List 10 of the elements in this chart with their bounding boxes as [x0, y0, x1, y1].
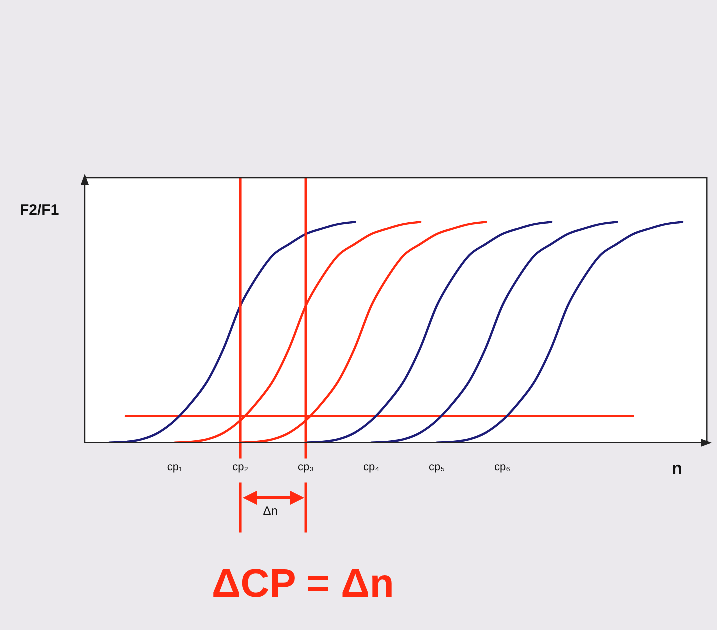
x-tick-label: cp₂ [232, 461, 248, 474]
x-tick-label: cp₁ [167, 461, 183, 474]
x-axis-title: n [672, 458, 682, 479]
y-axis-title: F2/F1 [20, 202, 60, 219]
x-tick-label: cp₆ [494, 461, 511, 474]
x-tick-label: cp₄ [363, 461, 380, 474]
x-tick-label: cp₅ [428, 461, 446, 474]
x-tick-label: cp₃ [298, 461, 314, 474]
text: ΔCP = Δn [212, 562, 394, 607]
text: Δn [263, 504, 278, 518]
